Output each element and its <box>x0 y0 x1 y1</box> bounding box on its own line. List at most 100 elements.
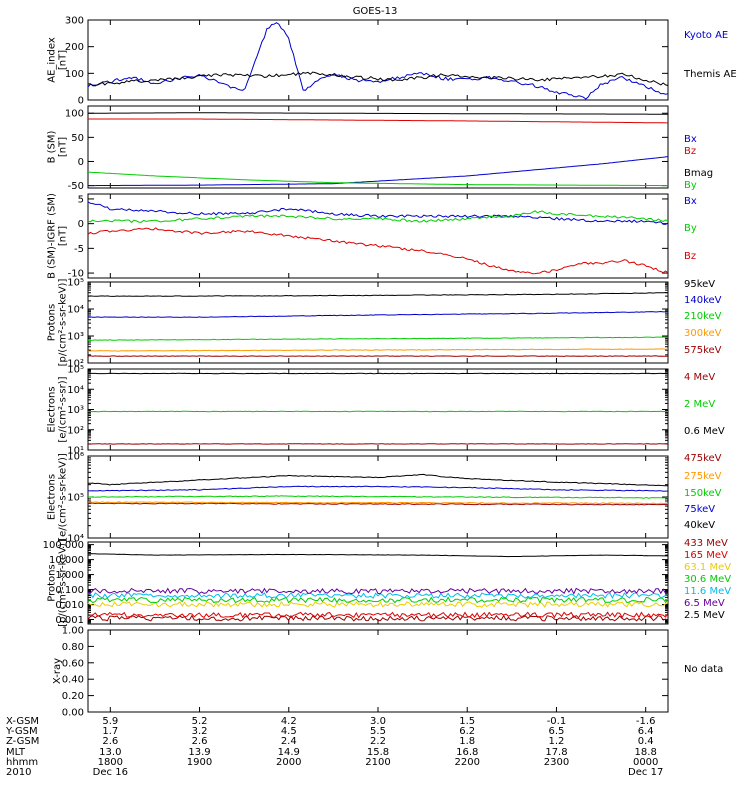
series-line-95kev <box>87 291 669 297</box>
series-line-6-5-mev <box>87 587 669 595</box>
y-tick-label: 10⁵ <box>67 365 84 376</box>
orbit-value: 1900 <box>187 757 212 768</box>
series-line-210kev <box>87 336 669 341</box>
legend-label: 2 MeV <box>684 399 715 410</box>
panel-xray: 0.00 0.20 0.40 0.60 0.80 1.00 X-ray No data <box>52 626 723 719</box>
orbit-value: 13.9 <box>188 747 210 758</box>
y-tick-label: -5 <box>74 244 84 255</box>
y-tick-label: -50 <box>68 181 84 192</box>
orbit-value: 0000 <box>633 757 658 768</box>
row-label: Y-GSM <box>5 726 38 737</box>
legend-label: 6.5 MeV <box>684 598 725 609</box>
orbit-value: 2.2 <box>370 736 386 747</box>
row-label: MLT <box>6 747 26 758</box>
orbit-value: 2.6 <box>102 736 118 747</box>
date-left: Dec 16 <box>93 767 128 778</box>
legend-label: 95keV <box>684 279 715 290</box>
series-line-bmag <box>88 112 668 115</box>
legend-label: 4 MeV <box>684 372 715 383</box>
y-axis-label: X-ray <box>52 658 63 684</box>
legend-label: Bz <box>684 146 696 157</box>
series-line-575kev <box>87 355 669 357</box>
y-axis-label: [nT] <box>58 50 69 70</box>
series-line-75kev <box>87 485 668 492</box>
y-tick-label: 0.20 <box>62 691 84 702</box>
series-line-kyoto-ae <box>87 22 669 100</box>
y-axis-label: [p/(cm²-s-sr-keV)] <box>58 279 69 367</box>
panel-protons_mev: 0.001 0.010 0.100 1.000 10.000 100.000 Protons… <box>43 538 732 627</box>
y-tick-label: 10⁵ <box>67 278 84 289</box>
legend-label: By <box>684 223 697 234</box>
y-tick-label: 10² <box>67 425 84 436</box>
y-tick-label: 10⁵ <box>67 493 84 504</box>
series-line-bz <box>88 118 668 124</box>
y-axis-label: Protons <box>47 564 58 601</box>
series-line-300kev <box>87 348 669 352</box>
series-line-bx <box>87 201 669 225</box>
orbit-value: 1.8 <box>459 736 475 747</box>
panel-ae: 0 100 200 300 AE_index [nT] Kyoto AE Themis AE <box>47 16 737 107</box>
orbit-value: 6.2 <box>459 726 475 737</box>
y-tick-label: 10¹ <box>67 446 84 457</box>
y-axis-label: [nT] <box>58 226 69 246</box>
orbit-value: 2200 <box>455 757 480 768</box>
orbit-value: 16.8 <box>456 747 478 758</box>
y-axis-label: [e/(cm²-s-sr)] <box>58 376 69 442</box>
y-tick-label: 1.000 <box>55 570 84 581</box>
orbit-value: 2.4 <box>281 736 297 747</box>
legend-label: 433 MeV <box>684 538 728 549</box>
legend-label: 40keV <box>684 520 715 531</box>
panel-frame <box>87 368 669 451</box>
series-line-bx <box>88 156 669 187</box>
series-line-40kev <box>88 473 669 487</box>
legend-label: Bx <box>684 134 697 145</box>
y-tick-label: 300 <box>65 16 84 27</box>
y-tick-label: 100.000 <box>43 540 84 551</box>
orbit-value: 0.4 <box>638 736 654 747</box>
series-line-275kev <box>87 501 669 505</box>
orbit-value: -1.6 <box>636 716 656 727</box>
y-tick-label: 10³ <box>67 405 84 416</box>
y-tick-label: 10² <box>67 359 84 370</box>
orbit-value: 2000 <box>276 757 301 768</box>
y-tick-label: 10.000 <box>49 555 84 566</box>
panel-bigrf: -10 -5 0 5 B (SM)-IGRF (SM) [nT] Bx By Bz <box>47 193 697 280</box>
y-tick-label: 0.80 <box>62 642 84 653</box>
series-line-165-mev <box>87 611 669 619</box>
legend-label: 300keV <box>684 328 722 339</box>
orbit-value: 5.2 <box>192 716 208 727</box>
legend-label: 30.6 MeV <box>684 574 731 585</box>
panel-frame <box>87 19 669 101</box>
y-tick-label: 50 <box>71 133 84 144</box>
series-line-by <box>87 171 668 187</box>
legend-label: 150keV <box>684 488 722 499</box>
y-axis-label: AE_index <box>47 37 58 83</box>
panel-electrons_mev: 10¹ 10² 10³ 10⁴ 10⁵ Electrons [e/(cm²-s-sr)] 4 … <box>47 365 725 457</box>
legend-label: Kyoto AE <box>684 30 728 41</box>
y-tick-label: 1.00 <box>62 626 84 637</box>
panel-frame <box>87 105 669 189</box>
y-tick-label: 10⁶ <box>67 452 84 463</box>
legend-label: 2.5 MeV <box>684 610 725 621</box>
y-tick-label: 0.100 <box>55 585 84 596</box>
legend-label: Bmag <box>684 168 713 179</box>
row-label: Z-GSM <box>6 736 39 747</box>
legend-label: Bz <box>684 251 696 262</box>
series-line-30-6-mev <box>87 596 669 604</box>
y-axis-label: Protons <box>47 304 58 341</box>
y-tick-label: 100 <box>65 109 84 120</box>
orbit-value: -0.1 <box>547 716 567 727</box>
legend-label: 63.1 MeV <box>684 562 731 573</box>
legend-label: 75keV <box>684 504 715 515</box>
y-tick-label: 10⁴ <box>67 534 84 545</box>
y-tick-label: 10³ <box>67 332 84 343</box>
y-tick-label: 0.00 <box>62 708 84 719</box>
legend-label: 575keV <box>684 345 722 356</box>
panel-frame <box>87 629 669 713</box>
legend-label: 210keV <box>684 311 722 322</box>
panel-frame <box>87 193 669 279</box>
orbit-value: 3.0 <box>370 716 386 727</box>
series-line-by <box>87 210 669 224</box>
legend-label: 165 MeV <box>684 550 728 561</box>
